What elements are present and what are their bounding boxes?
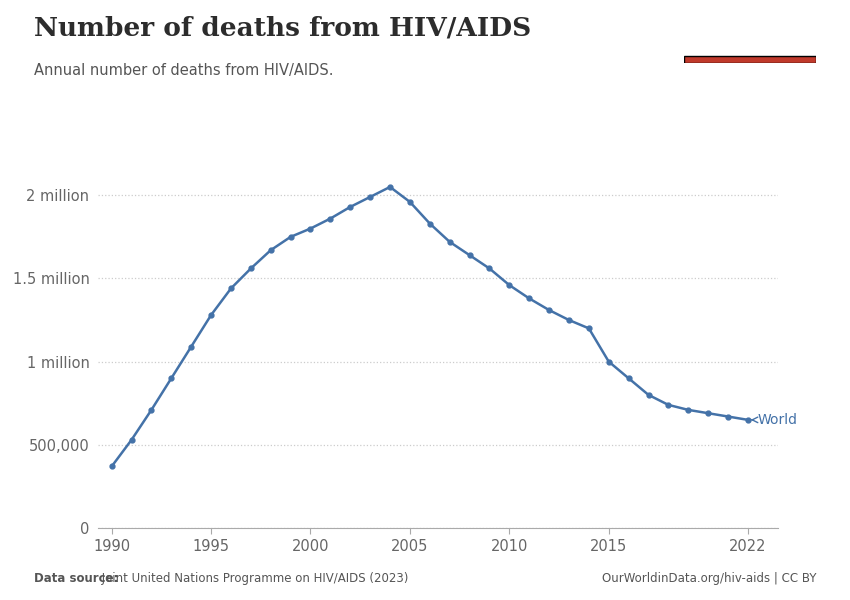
Text: Number of deaths from HIV/AIDS: Number of deaths from HIV/AIDS (34, 15, 531, 40)
Text: Joint United Nations Programme on HIV/AIDS (2023): Joint United Nations Programme on HIV/AI… (98, 572, 408, 585)
Text: Our World: Our World (717, 19, 784, 32)
FancyBboxPatch shape (684, 56, 816, 63)
Text: in Data: in Data (726, 35, 774, 48)
Text: Data source:: Data source: (34, 572, 118, 585)
Text: OurWorldinData.org/hiv-aids | CC BY: OurWorldinData.org/hiv-aids | CC BY (602, 572, 816, 585)
Text: Annual number of deaths from HIV/AIDS.: Annual number of deaths from HIV/AIDS. (34, 63, 333, 78)
Text: World: World (752, 413, 798, 427)
